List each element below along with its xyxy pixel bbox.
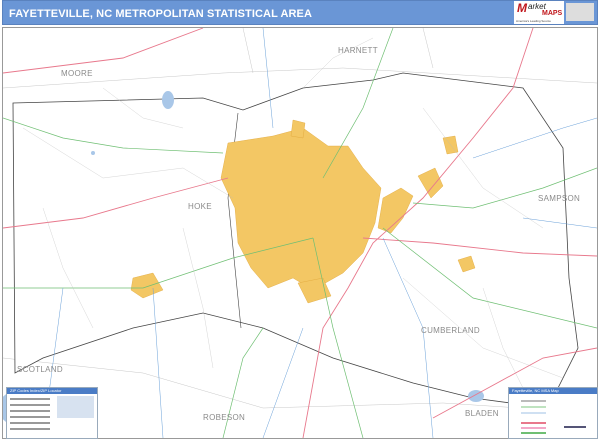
map-header: FAYETTEVILLE, NC METROPOLITAN STATISTICA… <box>2 0 598 25</box>
interstate-highways <box>2 27 598 439</box>
publisher-info-box <box>566 3 594 21</box>
county-label-harnett: HARNETT <box>338 46 378 55</box>
county-label-sampson: SAMPSON <box>538 194 580 203</box>
county-label-scotland: SCOTLAND <box>17 365 63 374</box>
state-roads <box>42 27 598 439</box>
map-canvas[interactable]: MOORE HARNETT HOKE SAMPSON SCOTLAND CUMB… <box>0 27 598 439</box>
urban-areas <box>130 119 476 304</box>
county-label-cumberland: CUMBERLAND <box>421 326 480 335</box>
map-legend: Fayetteville, NC MSA Map <box>508 387 598 439</box>
zip-code-index-legend: ZIP Codes Index/ZIP Locator <box>6 387 98 439</box>
county-label-bladen: BLADEN <box>465 409 499 418</box>
county-label-robeson: ROBESON <box>203 413 245 422</box>
map-svg: MOORE HARNETT HOKE SAMPSON SCOTLAND CUMB… <box>0 27 598 439</box>
zip-index-title: ZIP Codes Index/ZIP Locator <box>7 388 97 394</box>
hoke-cumberland-line <box>227 112 242 329</box>
local-roads <box>22 37 564 389</box>
county-label-moore: MOORE <box>61 69 93 78</box>
county-label-hoke: HOKE <box>188 202 212 211</box>
map-title: FAYETTEVILLE, NC METROPOLITAN STATISTICA… <box>9 8 313 20</box>
county-boundaries <box>2 27 598 414</box>
map-legend-title: Fayetteville, NC MSA Map <box>509 388 597 394</box>
